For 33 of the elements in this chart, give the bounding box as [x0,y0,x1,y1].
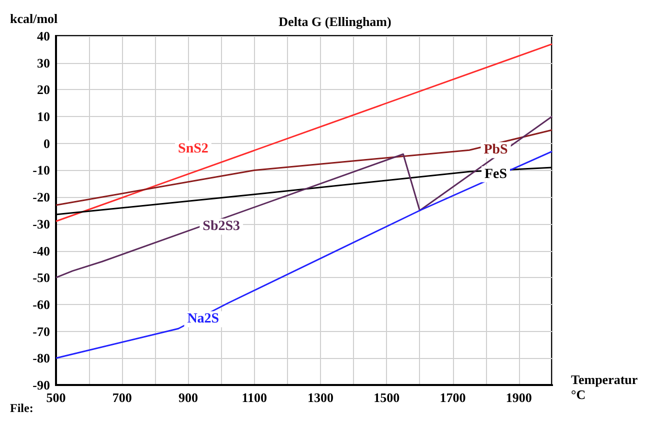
series-label: PbS [484,142,508,158]
series-label: SnS2 [178,141,208,156]
x-tick-label: 700 [112,390,132,405]
line-series [55,129,553,206]
y-tick-label: 20 [37,82,50,98]
y-tick-label: 30 [37,55,50,70]
y-tick-label: -70 [32,324,50,339]
x-tick-label: 1700 [440,390,466,405]
series-label: Sb2S3 [202,219,240,234]
line-series [55,116,553,278]
y-tick-label: -80 [32,350,50,366]
y-tick-label: -10 [32,162,50,178]
y-tick-label: -40 [32,243,50,258]
x-tick-label: 500 [46,390,66,405]
y-tick-label: -90 [32,378,50,392]
y-tick-label: 0 [44,136,50,151]
y-tick-label: -20 [32,190,50,205]
series-label: Na2S [187,312,220,327]
y-tick-label: -30 [32,216,50,232]
series-label: FeS [484,166,508,182]
x-tick-label: 1500 [374,390,400,405]
text: File: [10,401,34,415]
x-axis-title: Temperatur °C [571,372,638,402]
chart-title: Delta G (Ellingham) [278,14,392,29]
y-axis-title: kcal/mol [10,11,58,26]
x-tick-label: 1900 [506,390,532,405]
y-tick-label: -50 [32,270,50,286]
x-tick-label: 900 [178,390,198,405]
x-tick-label: 1100 [242,390,268,405]
y-tick-label: -60 [32,296,50,312]
x-tick-label: 1300 [308,390,334,405]
y-tick-label: 40 [37,28,50,44]
y-tick-label: 10 [37,109,50,124]
